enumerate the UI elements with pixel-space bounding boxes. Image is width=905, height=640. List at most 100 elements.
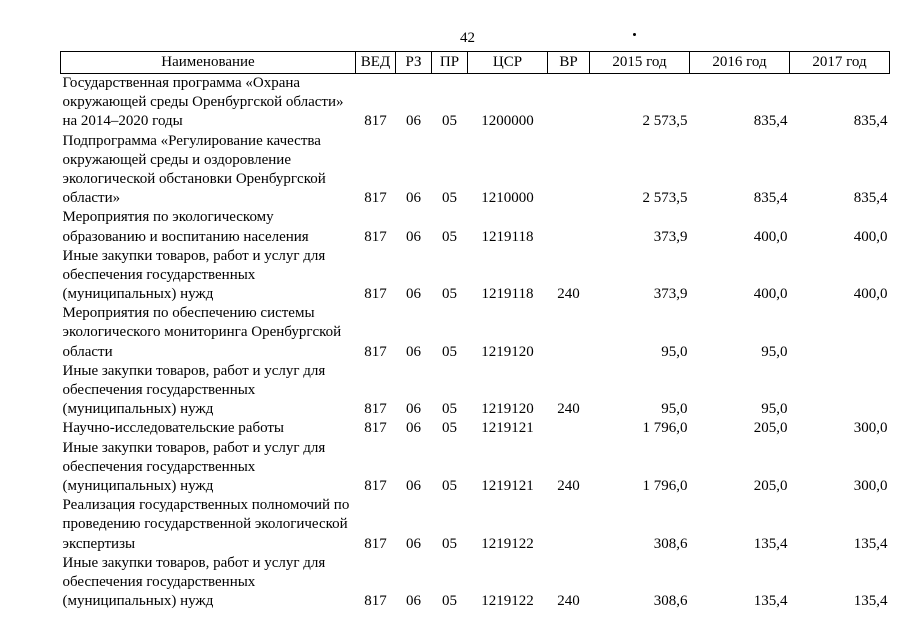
cell-csr: 1210000 (481, 190, 534, 207)
cell-y2015: 95,0 (661, 401, 688, 418)
cell-pr: 05 (442, 286, 457, 303)
cell-rz: 06 (406, 286, 421, 303)
cell-pr: 05 (442, 401, 457, 418)
cell-pr: 05 (442, 228, 457, 245)
column-header-y2017: 2017 год (789, 51, 890, 74)
cell-csr: 1219120 (481, 343, 534, 360)
cell-name: Иные закупки товаров, работ и услуг для … (62, 362, 326, 418)
cell-y2015: 1 796,0 (642, 477, 688, 494)
cell-y2015: 373,9 (653, 228, 688, 245)
page-number: 42 (460, 30, 475, 46)
cell-name: Государственная программа «Охрана окружа… (62, 75, 344, 130)
column-header-y2016: 2016 год (689, 51, 790, 74)
table-body: Государственная программа «Охрана окружа… (61, 74, 890, 612)
cell-name: Мероприятия по обеспечению системы эколо… (62, 305, 342, 360)
cell-y2017: 835,4 (853, 113, 888, 130)
table-row: Научно-исследовательские работы 817 06 05 12… (61, 419, 890, 438)
cell-y2016: 205,0 (753, 420, 788, 437)
cell-y2017: 135,4 (853, 593, 888, 610)
cell-vr (548, 208, 590, 246)
cell-y2016: 400,0 (753, 228, 788, 245)
budget-table: Наименование ВЕД РЗ ПР ЦСР ВР 2015 год 2016 год… (60, 51, 890, 611)
cell-y2015: 95,0 (661, 343, 688, 360)
cell-name: Реализация государственных полномочий по… (62, 497, 350, 552)
cell-csr: 1200000 (481, 113, 534, 130)
table-row: Мероприятия по экологическому образовани… (61, 208, 890, 246)
cell-vr (548, 304, 590, 362)
cell-pr: 05 (442, 535, 457, 552)
table-header-row: Наименование ВЕД РЗ ПР ЦСР ВР 2015 год 2016 год… (60, 51, 890, 74)
column-header-name: Наименование (60, 51, 356, 74)
cell-y2017: 135,4 (853, 535, 888, 552)
cell-csr: 1219118 (481, 286, 534, 303)
table-row: Подпрограмма «Регулирование качества окр… (61, 132, 890, 209)
cell-y2016: 835,4 (753, 113, 788, 130)
cell-ved: 817 (364, 113, 387, 130)
cell-y2016: 835,4 (753, 190, 788, 207)
table-row: Иные закупки товаров, работ и услуг для … (61, 362, 890, 420)
cell-pr: 05 (442, 420, 457, 437)
cell-ved: 817 (364, 228, 387, 245)
cell-vr: 240 (557, 477, 580, 494)
table-row: Реализация государственных полномочий по… (61, 496, 890, 554)
cell-ved: 817 (364, 286, 387, 303)
cell-name: Иные закупки товаров, работ и услуг для … (62, 554, 326, 610)
cell-y2017: 400,0 (853, 228, 888, 245)
cell-rz: 06 (406, 113, 421, 130)
cell-pr: 05 (442, 190, 457, 207)
cell-y2016: 95,0 (761, 343, 788, 360)
cell-rz: 06 (406, 535, 421, 552)
column-header-rz: РЗ (395, 51, 432, 74)
cell-ved: 817 (364, 401, 387, 418)
cell-name: Иные закупки товаров, работ и услуг для … (62, 247, 326, 303)
cell-y2015: 308,6 (653, 535, 688, 552)
cell-y2015: 2 573,5 (642, 113, 688, 130)
cell-y2016: 205,0 (753, 477, 788, 494)
table-row: Иные закупки товаров, работ и услуг для … (61, 439, 890, 497)
cell-vr: 240 (557, 593, 580, 610)
scan-speck (633, 33, 636, 36)
table-row: Иные закупки товаров, работ и услуг для … (61, 554, 890, 612)
cell-vr (548, 74, 590, 132)
cell-y2016: 135,4 (753, 535, 788, 552)
cell-y2017 (790, 304, 890, 362)
cell-vr (548, 132, 590, 209)
cell-y2017: 300,0 (853, 420, 888, 437)
table-row: Государственная программа «Охрана окружа… (61, 74, 890, 132)
cell-pr: 05 (442, 343, 457, 360)
cell-vr: 240 (557, 401, 580, 418)
cell-name: Мероприятия по экологическому образовани… (62, 209, 309, 245)
cell-vr: 240 (557, 286, 580, 303)
cell-y2016: 135,4 (753, 593, 788, 610)
cell-y2015: 308,6 (653, 593, 688, 610)
cell-ved: 817 (364, 190, 387, 207)
cell-pr: 05 (442, 113, 457, 130)
cell-csr: 1219118 (481, 228, 534, 245)
cell-rz: 06 (406, 477, 421, 494)
cell-y2016: 400,0 (753, 286, 788, 303)
cell-csr: 1219121 (481, 420, 534, 437)
cell-rz: 06 (406, 228, 421, 245)
cell-y2017: 300,0 (853, 477, 888, 494)
cell-y2017: 400,0 (853, 286, 888, 303)
column-header-csr: ЦСР (467, 51, 548, 74)
cell-rz: 06 (406, 190, 421, 207)
cell-ved: 817 (364, 535, 387, 552)
cell-pr: 05 (442, 477, 457, 494)
cell-ved: 817 (364, 593, 387, 610)
cell-ved: 817 (364, 477, 387, 494)
table-row: Мероприятия по обеспечению системы эколо… (61, 304, 890, 362)
cell-csr: 1219122 (481, 593, 534, 610)
cell-name: Иные закупки товаров, работ и услуг для … (62, 439, 326, 494)
column-header-y2015: 2015 год (589, 51, 690, 74)
cell-rz: 06 (406, 343, 421, 360)
cell-rz: 06 (406, 593, 421, 610)
cell-csr: 1219121 (481, 477, 534, 494)
column-header-pr: ПР (431, 51, 468, 74)
table-row: Иные закупки товаров, работ и услуг для … (61, 247, 890, 305)
cell-rz: 06 (406, 420, 421, 437)
cell-csr: 1219122 (481, 535, 534, 552)
cell-rz: 06 (406, 401, 421, 418)
cell-y2015: 2 573,5 (642, 190, 688, 207)
cell-pr: 05 (442, 593, 457, 610)
